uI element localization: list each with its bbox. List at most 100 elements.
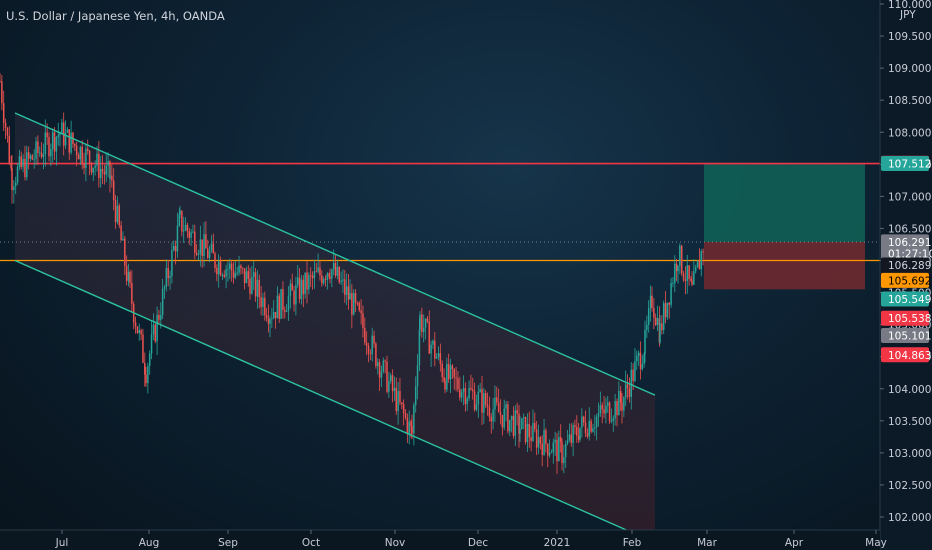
candle-body [647, 307, 650, 325]
chart-title: U.S. Dollar / Japanese Yen, 4h, OANDA [6, 9, 225, 23]
candle-body [342, 279, 344, 281]
candle-body [488, 407, 491, 417]
candle-body [516, 410, 518, 414]
candle-body [621, 402, 623, 411]
price-label: 105.101 [881, 328, 931, 344]
candle-body [169, 276, 171, 278]
candle-body [659, 323, 661, 343]
candle-body [510, 415, 513, 420]
candle-body [313, 271, 316, 279]
candle-body [11, 168, 13, 191]
candle-body [497, 402, 500, 413]
candle-body [229, 263, 231, 269]
candle-body [70, 132, 72, 153]
candle-body [188, 231, 190, 238]
candle-body [340, 280, 342, 283]
candle-body [22, 158, 24, 168]
candle-body [116, 205, 119, 223]
candle-body [601, 405, 603, 410]
candle-body [680, 245, 683, 274]
candle-body [503, 408, 505, 428]
x-tick-label: Feb [623, 537, 642, 549]
candle-body [599, 405, 602, 414]
candle-body [539, 437, 542, 444]
candle-body [494, 397, 496, 410]
candle-body [447, 363, 450, 380]
candle-body [375, 343, 377, 367]
candle-body [418, 329, 421, 366]
candle-body [586, 433, 589, 437]
candle-body [373, 335, 375, 344]
candle-body [240, 265, 242, 269]
candle-body [194, 231, 196, 253]
candle-body [138, 330, 140, 334]
candle-body [477, 391, 480, 405]
candle-body [430, 344, 432, 354]
candle-body [619, 391, 622, 403]
candle-body [293, 290, 295, 305]
candle-body [479, 389, 481, 392]
candle-body [691, 280, 693, 285]
candle-body [568, 434, 571, 441]
candle-body [251, 276, 253, 294]
candle-body [514, 410, 517, 436]
candle-body [309, 275, 312, 277]
price-label-bg [881, 156, 929, 172]
candle-body [136, 326, 139, 334]
candle-body [10, 162, 12, 169]
candle-body [349, 293, 351, 300]
candle-body [142, 334, 144, 363]
candle-body [422, 327, 425, 332]
candle-body [618, 391, 620, 416]
candle-body [481, 389, 483, 413]
candle-body [435, 357, 438, 359]
candle-body [644, 329, 646, 354]
candle-body [656, 318, 659, 326]
candle-body [612, 418, 615, 421]
candle-body [582, 416, 585, 423]
y-tick-label: 108.000 [888, 127, 931, 139]
candle-body [397, 391, 399, 412]
price-label: 106.289 [881, 257, 931, 273]
candle-body [428, 321, 430, 354]
candle-body [207, 248, 209, 259]
candle-body [356, 302, 359, 304]
candle-body [147, 365, 149, 384]
candle-body [668, 302, 670, 305]
candle-body [160, 315, 162, 320]
candle-body [221, 274, 224, 276]
candle-body [173, 245, 175, 251]
candle-body [297, 277, 299, 285]
candle-body [630, 369, 632, 397]
candle-body [317, 267, 319, 272]
candle-body [590, 420, 592, 432]
candle-body [260, 297, 262, 308]
candle-body [2, 103, 5, 123]
candle-body [605, 405, 607, 414]
candle-body [338, 266, 340, 283]
candle-body [158, 314, 160, 320]
candle-body [395, 387, 397, 412]
candle-body [700, 251, 702, 270]
candle-body [563, 457, 565, 464]
candle-body [129, 272, 131, 284]
price-label: 105.538 [881, 310, 931, 326]
candle-body [96, 153, 98, 166]
candle-body [441, 363, 443, 378]
currency-label: JPY [899, 9, 916, 21]
candle-body [90, 162, 93, 173]
candle-body [608, 402, 611, 422]
candle-body [131, 283, 133, 304]
y-tick-label: 103.500 [888, 416, 931, 428]
candle-body [424, 318, 427, 328]
candle-body [462, 388, 465, 392]
candle-body [195, 252, 198, 255]
candle-body [449, 365, 452, 380]
candle-body [247, 271, 250, 279]
candle-body [550, 452, 553, 454]
candle-body [216, 267, 218, 275]
candle-body [378, 362, 381, 378]
candle-body [545, 430, 547, 445]
candle-body [35, 141, 37, 159]
